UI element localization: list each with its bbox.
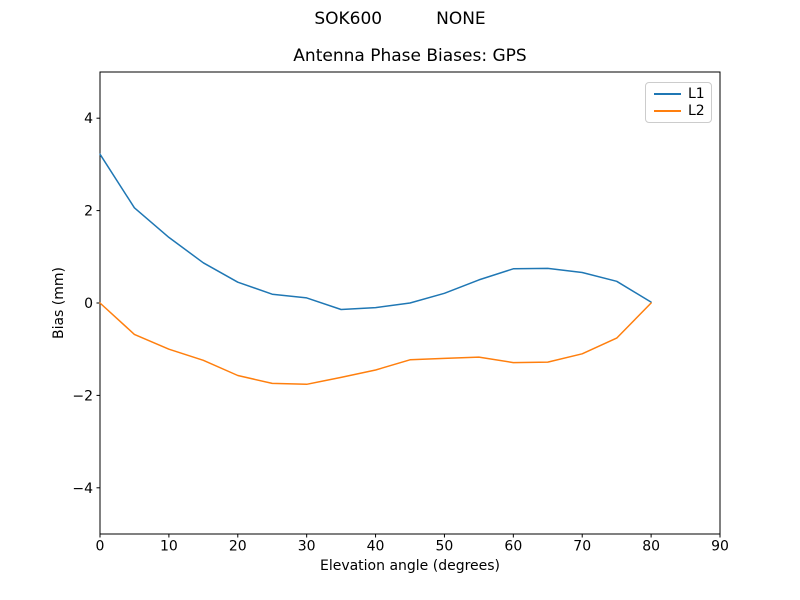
series-line-l1	[99, 153, 652, 311]
y-tick-label: 4	[84, 111, 93, 127]
legend: L1 L2	[645, 82, 712, 123]
y-axis-label: Bias (mm)	[51, 266, 67, 340]
series-line-l2	[99, 302, 652, 386]
legend-item-l2: L2	[654, 103, 705, 121]
chart-title: Antenna Phase Biases: GPS	[293, 46, 527, 66]
x-tick-label: 0	[96, 539, 105, 555]
legend-label-l1: L1	[688, 85, 705, 102]
suptitle: SOK600 NONE	[314, 9, 486, 29]
legend-swatch-l2	[654, 110, 681, 113]
x-tick-label: 90	[711, 539, 729, 555]
y-tick-label: −4	[72, 481, 93, 497]
y-tick-label: 0	[84, 296, 93, 312]
x-axis-label: Elevation angle (degrees)	[319, 558, 501, 574]
x-tick-label: 70	[573, 539, 591, 555]
x-tick-label: 40	[367, 539, 385, 555]
legend-label-l2: L2	[688, 103, 705, 120]
legend-swatch-l1	[654, 92, 681, 95]
y-tick-label: 2	[84, 204, 93, 220]
y-tick-label: −2	[72, 388, 93, 404]
x-tick-label: 60	[504, 539, 522, 555]
x-tick-label: 50	[436, 539, 454, 555]
x-tick-label: 30	[298, 539, 316, 555]
x-tick-label: 10	[160, 539, 178, 555]
x-tick-label: 80	[642, 539, 660, 555]
legend-item-l1: L1	[654, 85, 705, 103]
x-tick-label: 20	[229, 539, 247, 555]
